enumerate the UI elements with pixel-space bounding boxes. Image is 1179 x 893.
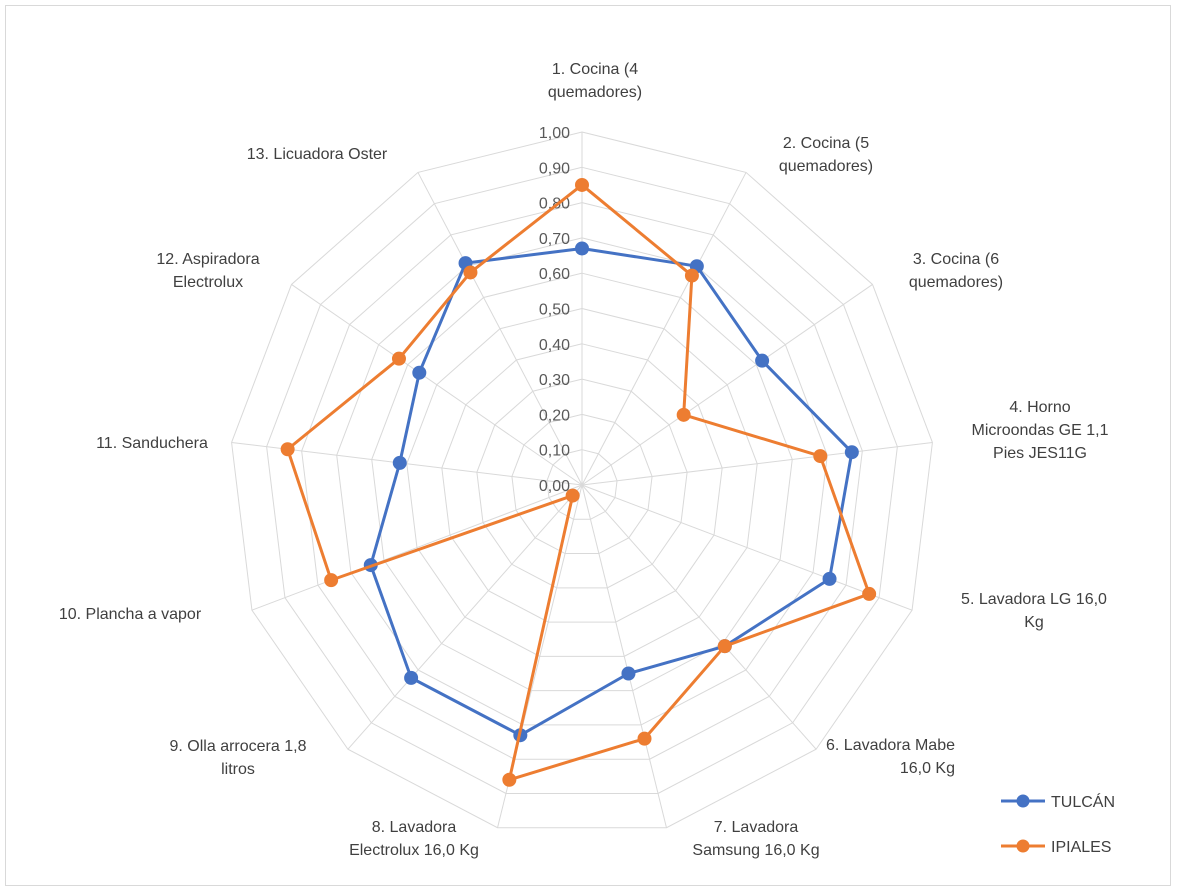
data-point (862, 586, 877, 601)
grid-spoke (291, 284, 583, 486)
data-point (392, 455, 407, 470)
data-point (676, 407, 691, 422)
tick-label: 0,90 (539, 160, 570, 177)
legend-swatch-marker (1016, 839, 1030, 853)
category-label: 6. Lavadora Mabe 16,0 Kg (826, 737, 955, 777)
data-point (404, 670, 419, 685)
grid-ring (371, 272, 793, 692)
data-point (575, 241, 589, 256)
category-label: 1. Cocina (4 quemadores) (548, 61, 642, 101)
tick-label: 0,70 (539, 231, 570, 248)
grid-spoke (581, 284, 873, 486)
grid-spoke (581, 484, 667, 828)
legend-swatch-marker (1016, 794, 1030, 808)
data-point (565, 488, 580, 503)
category-label: 9. Olla arrocera 1,8 litros (170, 738, 307, 778)
data-point (755, 353, 770, 368)
grid-spoke (417, 172, 583, 486)
category-labels: 1. Cocina (4 quemadores) 2. Cocina (5 quema… (59, 61, 1109, 859)
grid-spoke (581, 441, 933, 486)
category-label: 11. Sanduchera (96, 435, 208, 452)
grid-ring (476, 378, 688, 589)
grid-ring (546, 449, 618, 520)
series-line-tulcan (369, 246, 854, 737)
grid-spoke (347, 484, 583, 750)
data-point (412, 365, 427, 380)
category-label: 8. Lavadora Electrolux 16,0 Kg (349, 819, 479, 859)
data-point (621, 666, 636, 681)
category-label: 2. Cocina (5 quemadores) (779, 135, 873, 175)
category-label: 10. Plancha a vapor (59, 606, 202, 623)
chart-frame (5, 5, 1171, 886)
radial-axis-ticks: 0,000,100,200,300,400,500,600,700,800,90… (539, 125, 570, 495)
legend-label: IPIALES (1051, 839, 1111, 856)
grid-ring (511, 413, 653, 555)
grid-spoke (581, 484, 817, 750)
data-point (463, 265, 478, 280)
data-point (844, 445, 859, 460)
series-layer (280, 177, 877, 787)
tick-label: 0,60 (539, 266, 570, 283)
category-label: 13. Licuadora Oster (247, 146, 388, 163)
data-point (575, 177, 589, 192)
tick-label: 0,00 (539, 478, 570, 495)
tick-label: 0,50 (539, 302, 570, 319)
data-point (502, 772, 517, 787)
series-line-ipiales (286, 183, 871, 782)
radar-grid (231, 131, 933, 829)
legend-item: TULCÁN (1001, 792, 1115, 811)
category-label: 12. Aspiradora Electrolux (156, 251, 259, 291)
data-point (637, 731, 652, 746)
grid-ring (266, 166, 898, 794)
tick-label: 0,10 (539, 443, 570, 460)
grid-spoke (581, 172, 747, 486)
grid-spoke (251, 484, 583, 611)
tick-label: 0,40 (539, 337, 570, 354)
data-point (324, 573, 339, 588)
legend-label: TULCÁN (1051, 792, 1115, 811)
data-point (280, 442, 295, 457)
data-point (813, 449, 828, 464)
grid-ring (231, 131, 933, 829)
category-label: 3. Cocina (6 quemadores) (909, 251, 1003, 291)
grid-ring (406, 307, 758, 657)
category-label: 5. Lavadora LG 16,0 Kg (961, 591, 1107, 631)
data-point (717, 639, 732, 654)
category-label: 7. Lavadora Samsung 16,0 Kg (692, 819, 819, 859)
grid-ring (441, 343, 723, 623)
category-label: 4. Horno Microondas GE 1,1 Pies JES11G (972, 399, 1109, 462)
data-point (391, 351, 406, 366)
tick-label: 1,00 (539, 125, 570, 142)
data-point (684, 268, 699, 283)
grid-ring (336, 237, 828, 726)
grid-spoke (581, 484, 913, 611)
tick-label: 0,20 (539, 407, 570, 424)
data-point (822, 571, 837, 586)
legend-item: IPIALES (1001, 839, 1111, 856)
tick-label: 0,30 (539, 372, 570, 389)
legend: TULCÁN IPIALES (1001, 792, 1115, 856)
